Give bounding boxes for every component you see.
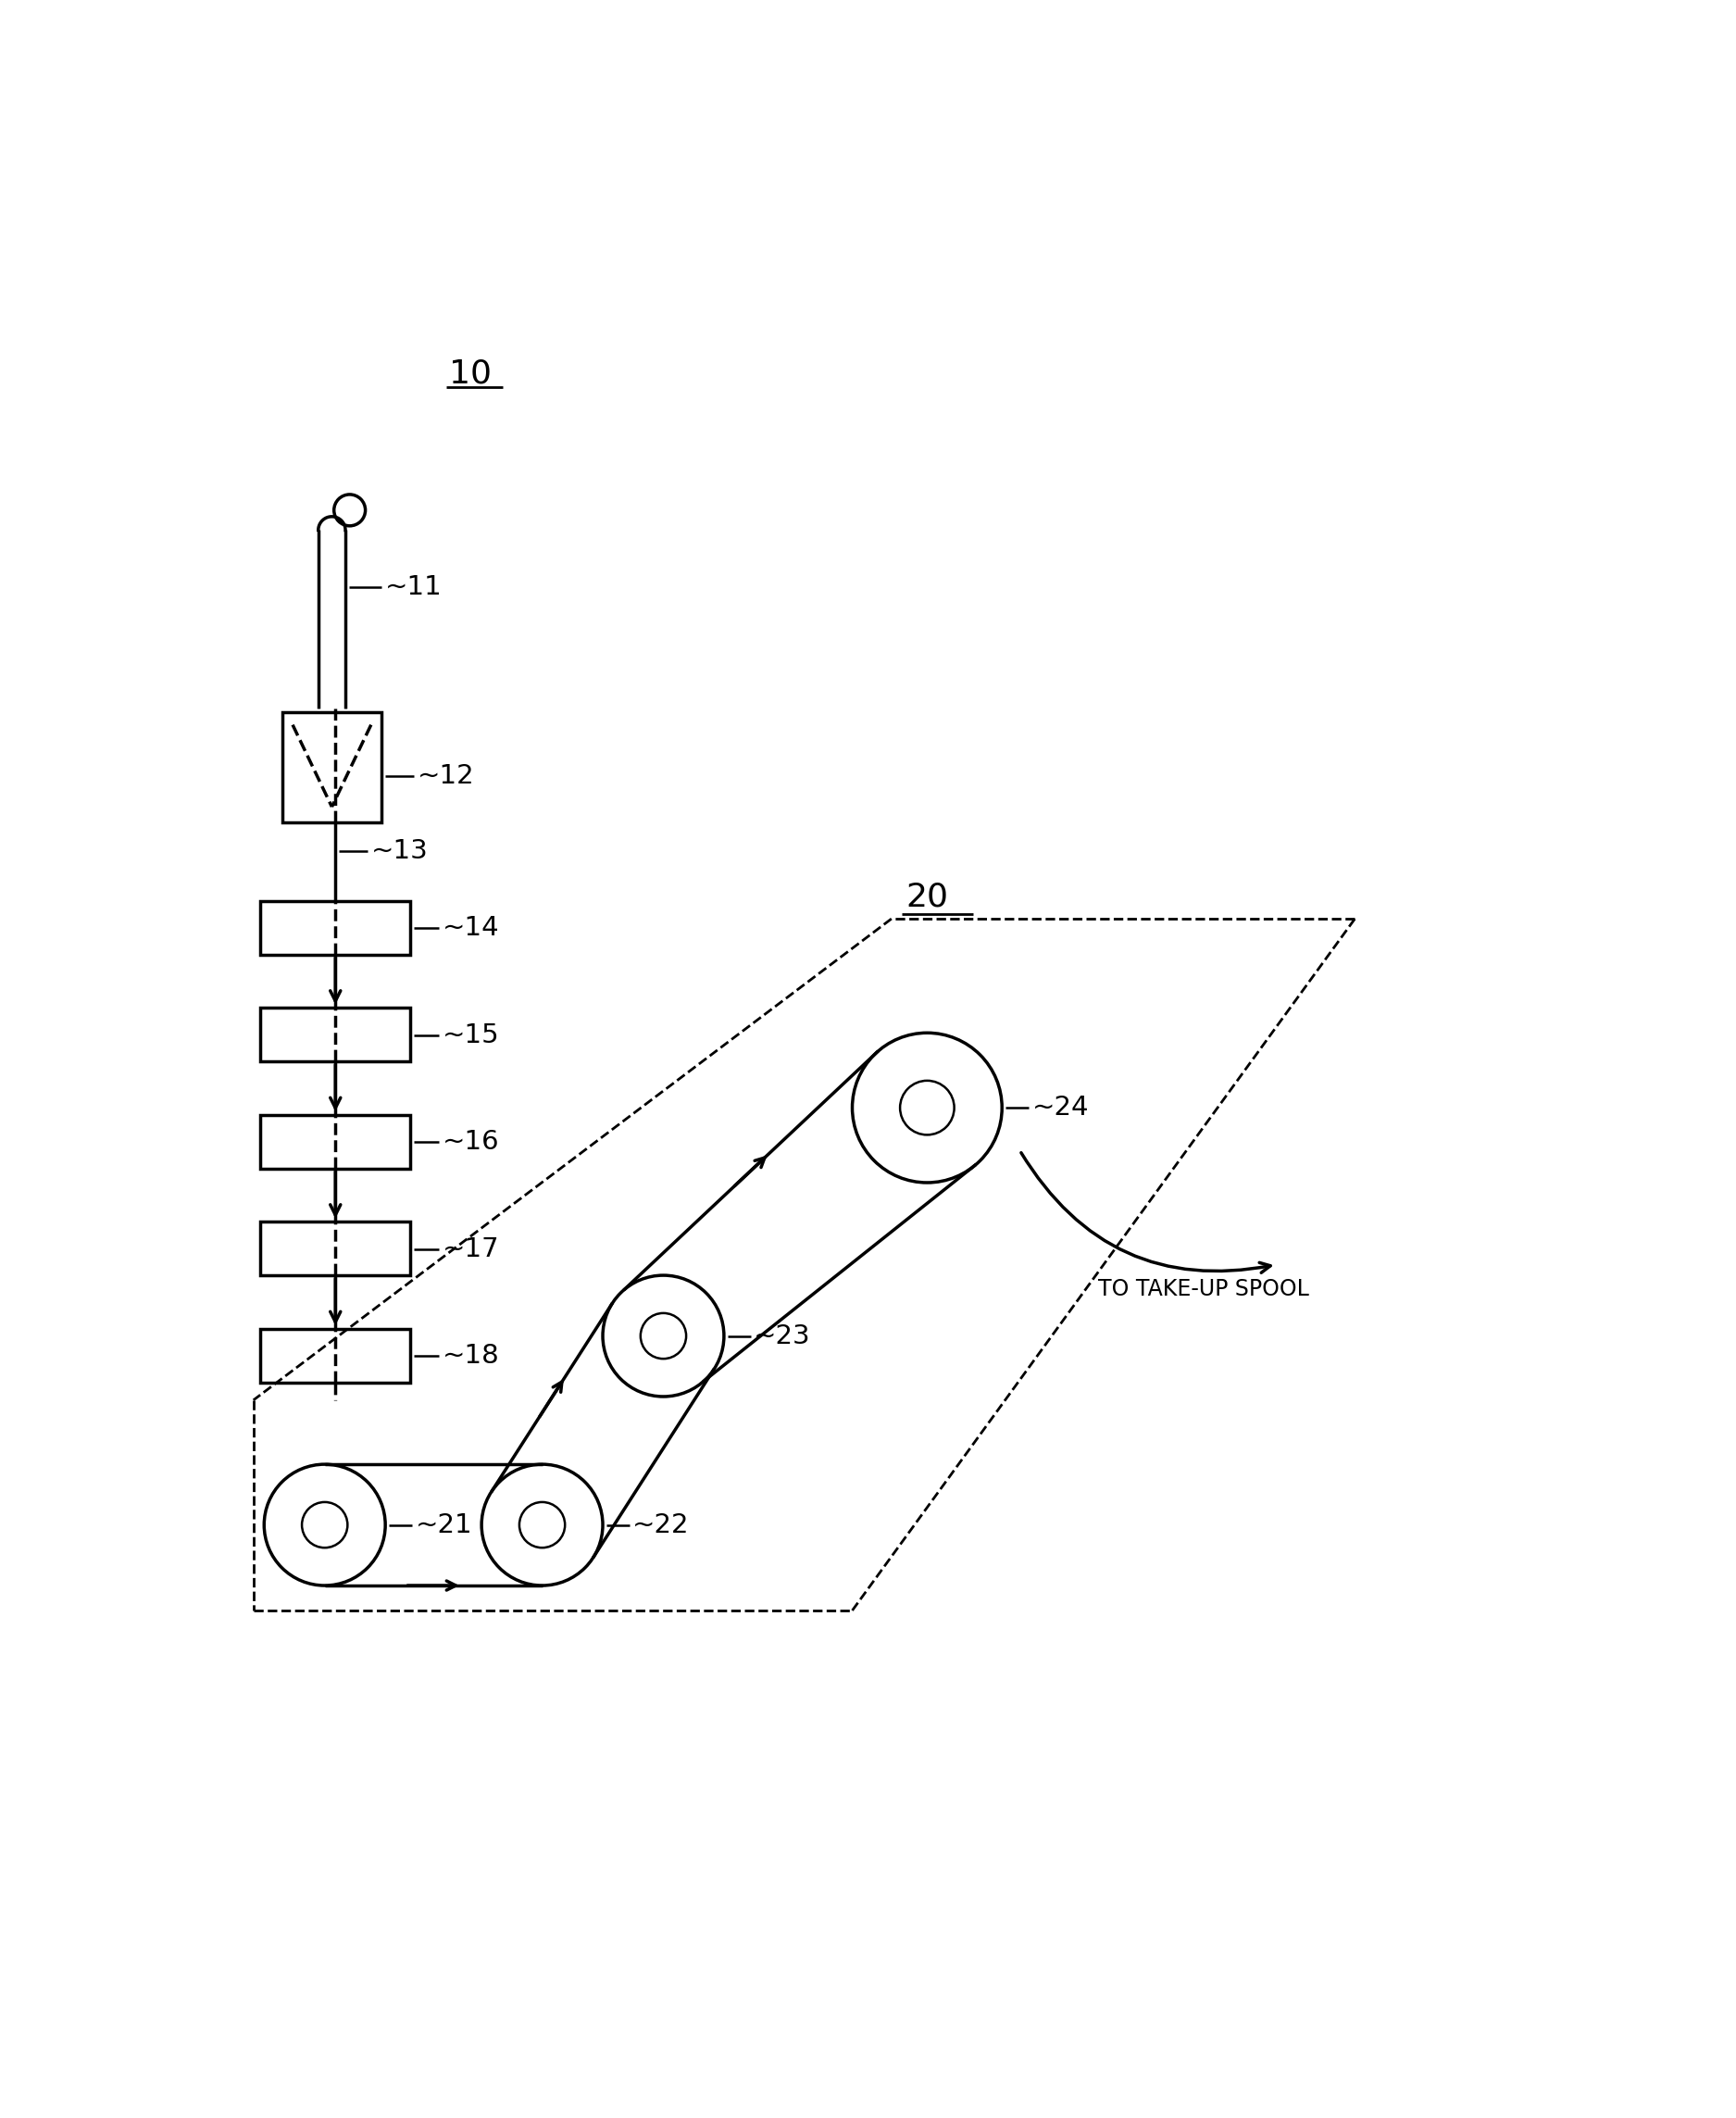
- Bar: [260, 1114, 410, 1169]
- Text: 10: 10: [450, 358, 491, 390]
- Text: ~17: ~17: [443, 1237, 500, 1262]
- Circle shape: [641, 1313, 686, 1360]
- Text: ~23: ~23: [753, 1324, 811, 1349]
- Circle shape: [264, 1464, 385, 1586]
- Circle shape: [519, 1502, 564, 1548]
- Text: ~11: ~11: [385, 574, 441, 599]
- Circle shape: [602, 1275, 724, 1396]
- Text: ~24: ~24: [1031, 1095, 1088, 1120]
- Text: ~18: ~18: [443, 1343, 500, 1368]
- Text: ~22: ~22: [632, 1512, 689, 1538]
- Text: TO TAKE-UP SPOOL: TO TAKE-UP SPOOL: [1099, 1279, 1309, 1300]
- Bar: [260, 1328, 410, 1383]
- Text: ~15: ~15: [443, 1023, 500, 1048]
- Text: ~16: ~16: [443, 1129, 500, 1154]
- Text: ~13: ~13: [372, 839, 429, 864]
- Bar: [281, 712, 382, 822]
- Circle shape: [481, 1464, 602, 1586]
- Circle shape: [333, 493, 365, 525]
- Text: ~21: ~21: [415, 1512, 472, 1538]
- Bar: [260, 1008, 410, 1061]
- Circle shape: [302, 1502, 347, 1548]
- Circle shape: [899, 1080, 955, 1135]
- Text: 20: 20: [906, 881, 948, 913]
- Bar: [260, 1222, 410, 1275]
- Bar: [260, 900, 410, 955]
- Circle shape: [852, 1034, 1002, 1182]
- Text: ~14: ~14: [443, 915, 500, 940]
- Text: ~12: ~12: [417, 762, 474, 790]
